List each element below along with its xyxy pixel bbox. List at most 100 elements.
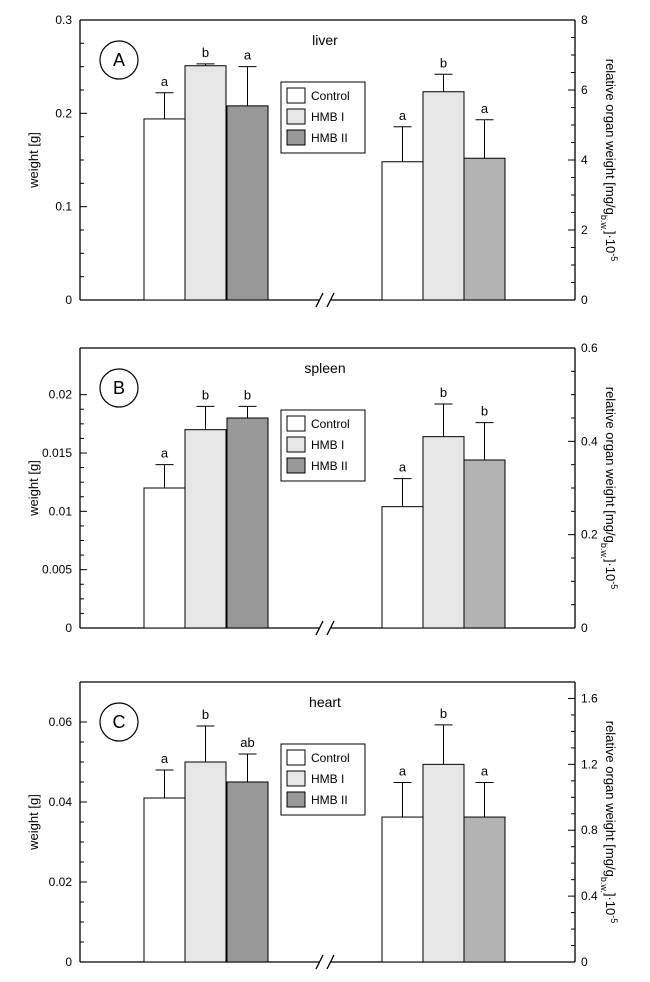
legend-swatch [286,436,306,453]
y-axis-title-left: weight [g] [26,460,41,517]
significance-label: a [161,446,169,461]
y-tick-label-left: 0.02 [49,875,73,889]
legend-swatch [286,791,306,808]
significance-label: b [440,385,447,400]
legend-label: HMB II [311,793,348,807]
y-tick-label-right: 0.4 [581,434,598,448]
significance-label: a [244,48,252,63]
y-axis-title-right: relative organ weight [mg/gb.w.]·10-5 [599,721,619,924]
axis-break-mark [326,292,335,308]
axis-break-mark [315,954,324,970]
legend-label: Control [311,89,350,103]
y-axis-title-right-superscript: -5 [609,581,619,589]
y-axis-title-left: weight [g] [26,794,41,851]
y-axis-title-right-suffix: ]·10 [603,231,618,253]
y-axis-title-right-subscript: b.w. [599,543,609,559]
y-tick-label-left: 0 [65,955,72,969]
panel-label-circle [99,368,139,408]
significance-label: b [202,45,209,60]
panel-label: A [113,50,125,70]
panel-title: liver [312,32,338,48]
significance-label: b [202,707,209,722]
panel-label-circle [99,40,139,80]
y-tick-label-right: 6 [581,83,588,97]
bar-hmb2 [463,157,506,301]
bar-hmb1 [184,429,227,629]
y-axis-title-right: relative organ weight [mg/gb.w.]·10-5 [599,387,619,590]
significance-label: a [161,751,169,766]
legend-label: Control [311,417,350,431]
y-axis-title-left: weight [g] [26,132,41,189]
y-axis-title-right: relative organ weight [mg/gb.w.]·10-5 [599,59,619,262]
panel-c: 0 0.02 0.04 0.06 0 0.4 0.8 1.2 1.6 weight [g] rela… [26,681,619,970]
panel-label: B [113,378,125,398]
significance-label: a [161,74,169,89]
legend-swatch [286,87,306,104]
y-tick-label-right: 0 [581,293,588,307]
bar-hmb2 [226,417,269,629]
panel-title: spleen [304,360,345,376]
axis-break-mark [315,292,324,308]
y-tick-label-right: 8 [581,13,588,27]
legend-label: HMB I [311,772,344,786]
bar-control [143,797,186,963]
bar-hmb1 [184,65,227,301]
legend-swatch [286,129,306,146]
y-tick-label-right: 2 [581,223,588,237]
legend-label: Control [311,751,350,765]
bar-control [143,118,186,301]
y-tick-label-right: 0.2 [581,528,598,542]
panel-label: C [113,712,126,732]
y-axis-title-right-superscript: -5 [609,253,619,261]
bar-hmb1 [422,763,465,963]
significance-label: a [399,763,407,778]
legend-swatch [286,108,306,125]
panel-title: heart [309,694,341,710]
y-tick-label-left: 0.04 [49,795,73,809]
panel-b: 0 0.005 0.01 0.015 0.02 0 0.2 0.4 0.6 weight [g] r… [26,341,619,636]
bar-hmb2 [226,105,269,301]
significance-label: a [481,101,489,116]
y-tick-label-right: 0 [581,955,588,969]
y-tick-label-left: 0.06 [49,715,73,729]
legend-swatch [286,457,306,474]
legend-label: HMB I [311,438,344,452]
y-axis-title-right-suffix: ]·10 [603,893,618,915]
y-tick-label-right: 4 [581,153,588,167]
bar-hmb2 [463,816,506,963]
legend-swatch [286,749,306,766]
y-axis-title-right-suffix: ]·10 [603,559,618,581]
y-axis-title-right-superscript: -5 [609,915,619,923]
y-axis-title-right-subscript: b.w. [599,215,609,231]
significance-label: b [481,404,488,419]
y-tick-label-right: 1.2 [581,757,598,771]
significance-label: ab [240,735,254,750]
axis-break-mark [326,954,335,970]
significance-label: a [399,460,407,475]
significance-label: b [440,706,447,721]
bar-control [381,816,424,963]
y-tick-label-left: 0.2 [55,106,72,120]
significance-label: b [244,387,251,402]
y-tick-label-left: 0.3 [55,13,72,27]
y-axis-title-right-main: relative organ weight [mg/g [603,387,618,543]
panel-a: 0 0.1 0.2 0.3 0 2 4 6 8 weight [g] relative organ … [26,13,619,308]
legend-swatch [286,770,306,787]
bar-control [381,161,424,301]
bar-hmb1 [422,91,465,301]
bar-control [143,487,186,629]
y-tick-label-right: 0 [581,621,588,635]
legend-swatch [286,415,306,432]
y-tick-label-left: 0.015 [42,446,72,460]
y-tick-label-left: 0 [65,293,72,307]
axis-break-mark [315,620,324,636]
y-tick-label-right: 1.6 [581,691,598,705]
legend-label: HMB I [311,110,344,124]
y-axis-title-right-subscript: b.w. [599,877,609,893]
legend-label: HMB II [311,459,348,473]
y-tick-label-left: 0.005 [42,563,72,577]
legend-label: HMB II [311,131,348,145]
y-axis-title-right-main: relative organ weight [mg/g [603,59,618,215]
y-tick-label-left: 0 [65,621,72,635]
